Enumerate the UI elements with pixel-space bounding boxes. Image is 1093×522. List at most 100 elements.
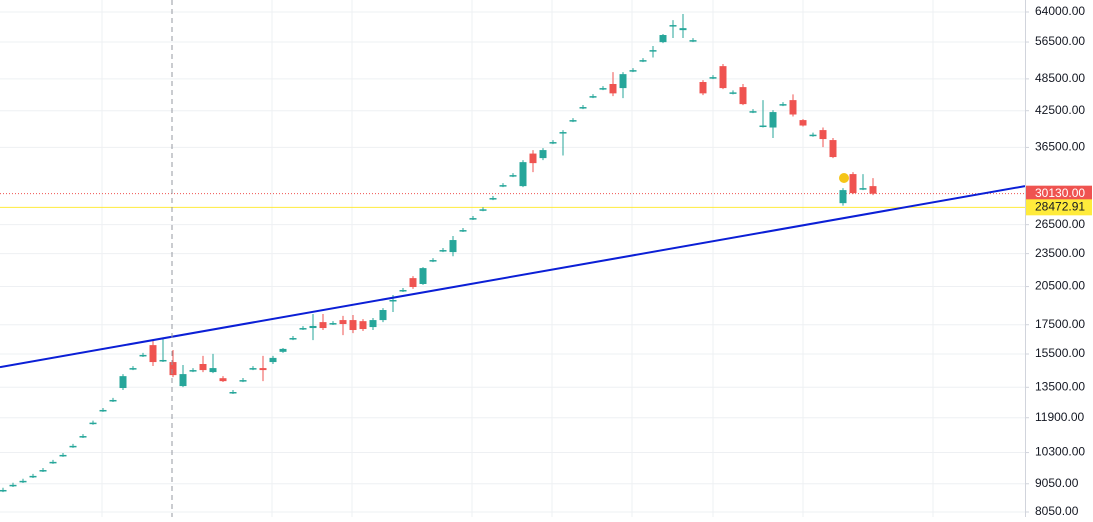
candle-body xyxy=(549,142,557,144)
candle-body xyxy=(609,83,617,94)
candle-body xyxy=(129,368,137,370)
candle-body xyxy=(249,368,257,370)
y-tick-label: 10300.00 xyxy=(1035,445,1085,459)
candle-body xyxy=(349,320,357,331)
y-tick-label: 11900.00 xyxy=(1035,410,1084,424)
y-tick-label: 17500.00 xyxy=(1035,317,1085,331)
candle-body xyxy=(579,107,587,109)
candle-body xyxy=(339,320,347,325)
candle-body xyxy=(109,399,117,402)
candle-body xyxy=(379,310,387,321)
candle-body xyxy=(659,35,667,43)
y-tick-label: 13500.00 xyxy=(1035,379,1085,393)
candle-body xyxy=(359,321,367,330)
candle-body xyxy=(599,88,607,90)
candle-body xyxy=(559,132,567,134)
price-label: 28472.91 xyxy=(1035,199,1085,213)
candle-body xyxy=(59,454,67,457)
candle-body xyxy=(389,299,397,302)
price-label-box xyxy=(1026,185,1092,202)
y-tick-label: 15500.00 xyxy=(1035,346,1085,360)
candle-body xyxy=(489,198,497,200)
candle-body xyxy=(699,82,707,94)
candle-body xyxy=(89,422,97,425)
candle-body xyxy=(319,322,327,329)
candle-body xyxy=(449,240,457,253)
candle-body xyxy=(839,190,847,204)
candle-body xyxy=(329,323,337,325)
candle-body xyxy=(149,345,157,363)
candle-body xyxy=(119,376,127,389)
candle-body xyxy=(789,100,797,115)
candle-body xyxy=(829,140,837,158)
price-label: 30130.00 xyxy=(1035,186,1085,200)
candle-body xyxy=(99,409,107,412)
candle-body xyxy=(749,111,757,113)
candle-body xyxy=(469,218,477,220)
grid xyxy=(0,11,1025,513)
candle-body xyxy=(819,130,827,140)
candle-body xyxy=(299,328,307,330)
y-tick-label: 23500.00 xyxy=(1035,246,1085,260)
candle-body xyxy=(159,359,167,362)
candle-body xyxy=(629,70,637,72)
candle-body xyxy=(519,162,527,187)
candle-body xyxy=(69,445,77,448)
candle-body xyxy=(769,112,777,128)
candle-body xyxy=(869,186,877,194)
y-tick-label: 42500.00 xyxy=(1035,103,1085,117)
candle-body xyxy=(9,484,17,487)
y-tick-label: 56500.00 xyxy=(1035,34,1085,48)
candle-body xyxy=(859,188,867,190)
candle-body xyxy=(399,289,407,292)
candle-body xyxy=(479,209,487,211)
candle-body xyxy=(189,370,197,372)
candle-body xyxy=(759,125,767,128)
y-tick-label: 36500.00 xyxy=(1035,140,1085,154)
candle-body xyxy=(809,134,817,137)
alert-marker xyxy=(839,173,849,183)
candle-body xyxy=(429,260,437,262)
candle-body xyxy=(539,150,547,159)
candle-body xyxy=(269,357,277,363)
candle-body xyxy=(209,368,217,373)
candle-body xyxy=(849,174,857,194)
price-lines xyxy=(0,193,1025,208)
candle-body xyxy=(689,40,697,42)
candle-body xyxy=(29,475,37,478)
candle-body xyxy=(39,470,47,472)
candle-body xyxy=(509,175,517,177)
y-tick-label: 20500.00 xyxy=(1035,279,1085,293)
candle-body xyxy=(0,489,7,492)
price-axis: 64000.00 56500.00 48500.00 42500.00 36500.00… xyxy=(1025,4,1092,518)
candle-body xyxy=(669,25,677,27)
y-tick-label: 8050.00 xyxy=(1035,504,1079,517)
candle-body xyxy=(239,380,247,382)
price-label-box xyxy=(1026,199,1092,216)
candle-body xyxy=(219,378,227,382)
candle-body xyxy=(309,325,317,329)
candle-body xyxy=(409,278,417,288)
candle-body xyxy=(289,338,297,340)
candle-body xyxy=(649,50,657,52)
candle-body xyxy=(279,348,287,352)
candle-body xyxy=(679,28,687,31)
candle-body xyxy=(499,185,507,187)
candle-body xyxy=(19,480,27,483)
y-tick-label: 48500.00 xyxy=(1035,71,1085,85)
candle-body xyxy=(229,391,237,394)
candle-body xyxy=(199,363,207,371)
candle-body xyxy=(459,230,467,232)
vertical-grid xyxy=(101,0,934,517)
y-tick-label: 9050.00 xyxy=(1035,476,1079,490)
trend xyxy=(0,185,1026,369)
candle-body xyxy=(719,66,727,89)
candle-body xyxy=(529,153,537,164)
candle-body xyxy=(369,320,377,328)
trend-line xyxy=(0,185,1026,369)
y-tick-label: 26500.00 xyxy=(1035,217,1085,231)
candle-body xyxy=(589,96,597,98)
candle-body xyxy=(259,368,267,371)
